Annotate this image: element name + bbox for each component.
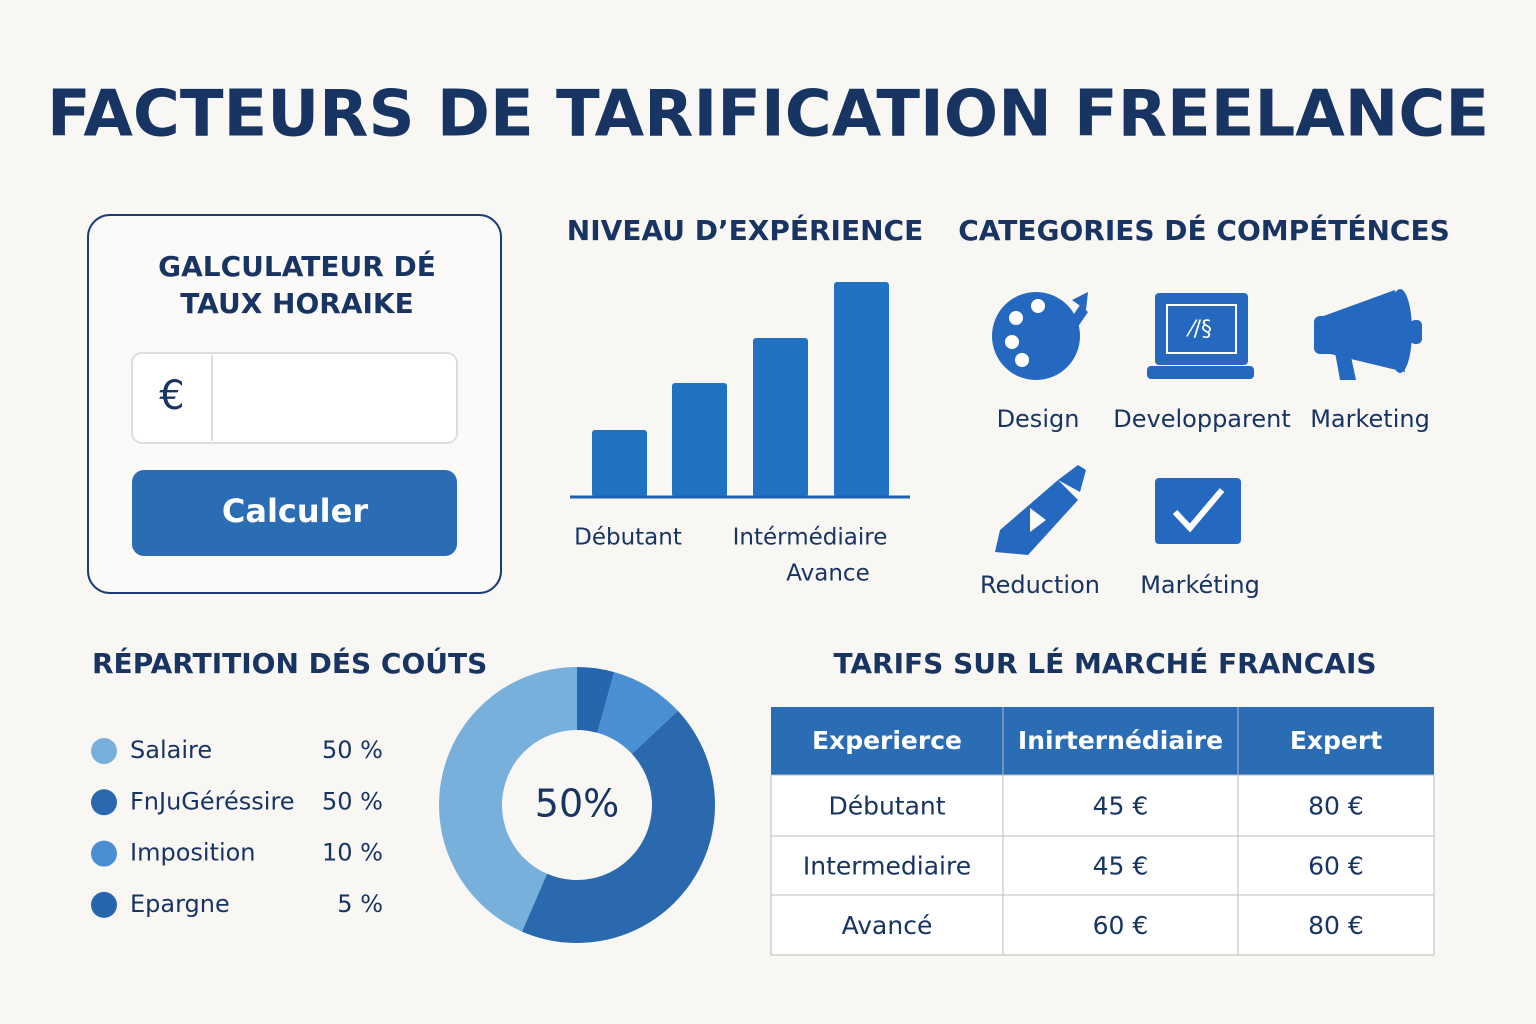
currency-symbol: €: [159, 373, 184, 419]
legend-label: Imposition: [130, 839, 256, 867]
table-title: TARIFS SUR LÉ MARCHÉ FRANCAIS: [833, 646, 1376, 680]
calculator-title: TAUX HORAIKE: [180, 287, 414, 320]
table-header-cell: Inirternédiaire: [1018, 726, 1223, 755]
donut-slice: [577, 667, 615, 733]
legend-dot: [91, 840, 117, 867]
donut-slice: [439, 667, 577, 932]
rate-input[interactable]: [131, 352, 458, 444]
calculator-title: GALCULATEUR DÉ: [158, 249, 436, 283]
table-cell: 80 €: [1308, 911, 1364, 940]
table-body-bg: [770, 774, 1435, 956]
calculate-button[interactable]: [132, 470, 457, 556]
donut-chart: [439, 667, 715, 943]
table-cell: 60 €: [1308, 852, 1364, 881]
bar-label: Intérmédiaire: [733, 525, 888, 551]
skill-label: Developparent: [1113, 405, 1290, 433]
bar: [834, 282, 889, 497]
table-header-cell: Experierce: [812, 726, 962, 755]
table-header-bg: [771, 707, 1434, 775]
table-cell: 45 €: [1093, 792, 1149, 821]
legend-value: 50 %: [322, 736, 383, 764]
bar-label: Débutant: [574, 525, 682, 551]
table-cell: Avancé: [842, 911, 933, 940]
table-cell: 45 €: [1093, 852, 1149, 881]
checkbox-icon: [1155, 478, 1241, 544]
legend-label: Salaire: [130, 736, 212, 764]
legend-value: 5 %: [337, 890, 383, 918]
legend-value: 50 %: [322, 787, 383, 815]
table-header-cell: Expert: [1290, 726, 1382, 755]
skill-label: Reduction: [980, 571, 1100, 599]
legend-label: FnJuGéréssire: [130, 787, 295, 815]
table-cell: Intermediaire: [803, 852, 971, 881]
skill-label: Design: [997, 405, 1080, 433]
bar: [753, 338, 808, 497]
bar-label: Avance: [786, 561, 869, 587]
donut-slice: [597, 672, 678, 754]
donut-slice: [522, 710, 715, 943]
skill-icons: ⁄/§: [992, 289, 1422, 555]
bar-chart-title: NIVEAU D’EXPÉRIENCE: [567, 213, 923, 247]
code-glyph: ⁄/§: [1185, 317, 1212, 342]
main-title: FACTEURS DE TARIFICATION FREELANCE: [47, 78, 1489, 152]
calculate-button-label: Calculer: [222, 492, 368, 530]
bar: [592, 430, 647, 497]
donut-title: RÉPARTITION DÉS COÚTS: [92, 646, 487, 680]
bar-chart: Débutant Intérmédiaire Avance: [570, 282, 910, 587]
donut-center-label: 50%: [535, 782, 619, 826]
skill-label: Marketing: [1310, 405, 1430, 433]
pen-icon: [995, 465, 1086, 555]
palette-icon: [992, 292, 1088, 380]
laptop-icon: ⁄/§: [1147, 293, 1254, 379]
skill-labels: Design Developparent Marketing Reduction Mar…: [980, 405, 1430, 599]
skill-label: Markéting: [1140, 571, 1260, 599]
bar: [672, 383, 727, 497]
megaphone-icon: [1314, 289, 1422, 380]
legend-dot: [91, 738, 117, 764]
table-cell: 60 €: [1093, 911, 1149, 940]
table-cell: Débutant: [828, 792, 945, 821]
legend-label: Epargne: [130, 890, 230, 918]
skills-title: CATEGORIES DÉ COMPÉTÉNCES: [958, 213, 1450, 247]
legend-value: 10 %: [322, 839, 383, 867]
legend-dot: [91, 789, 117, 816]
legend-dot: [91, 891, 117, 918]
rates-table: Experierce Inirternédiaire Expert Débutant 4…: [770, 707, 1435, 956]
table-cell: 80 €: [1308, 792, 1364, 821]
